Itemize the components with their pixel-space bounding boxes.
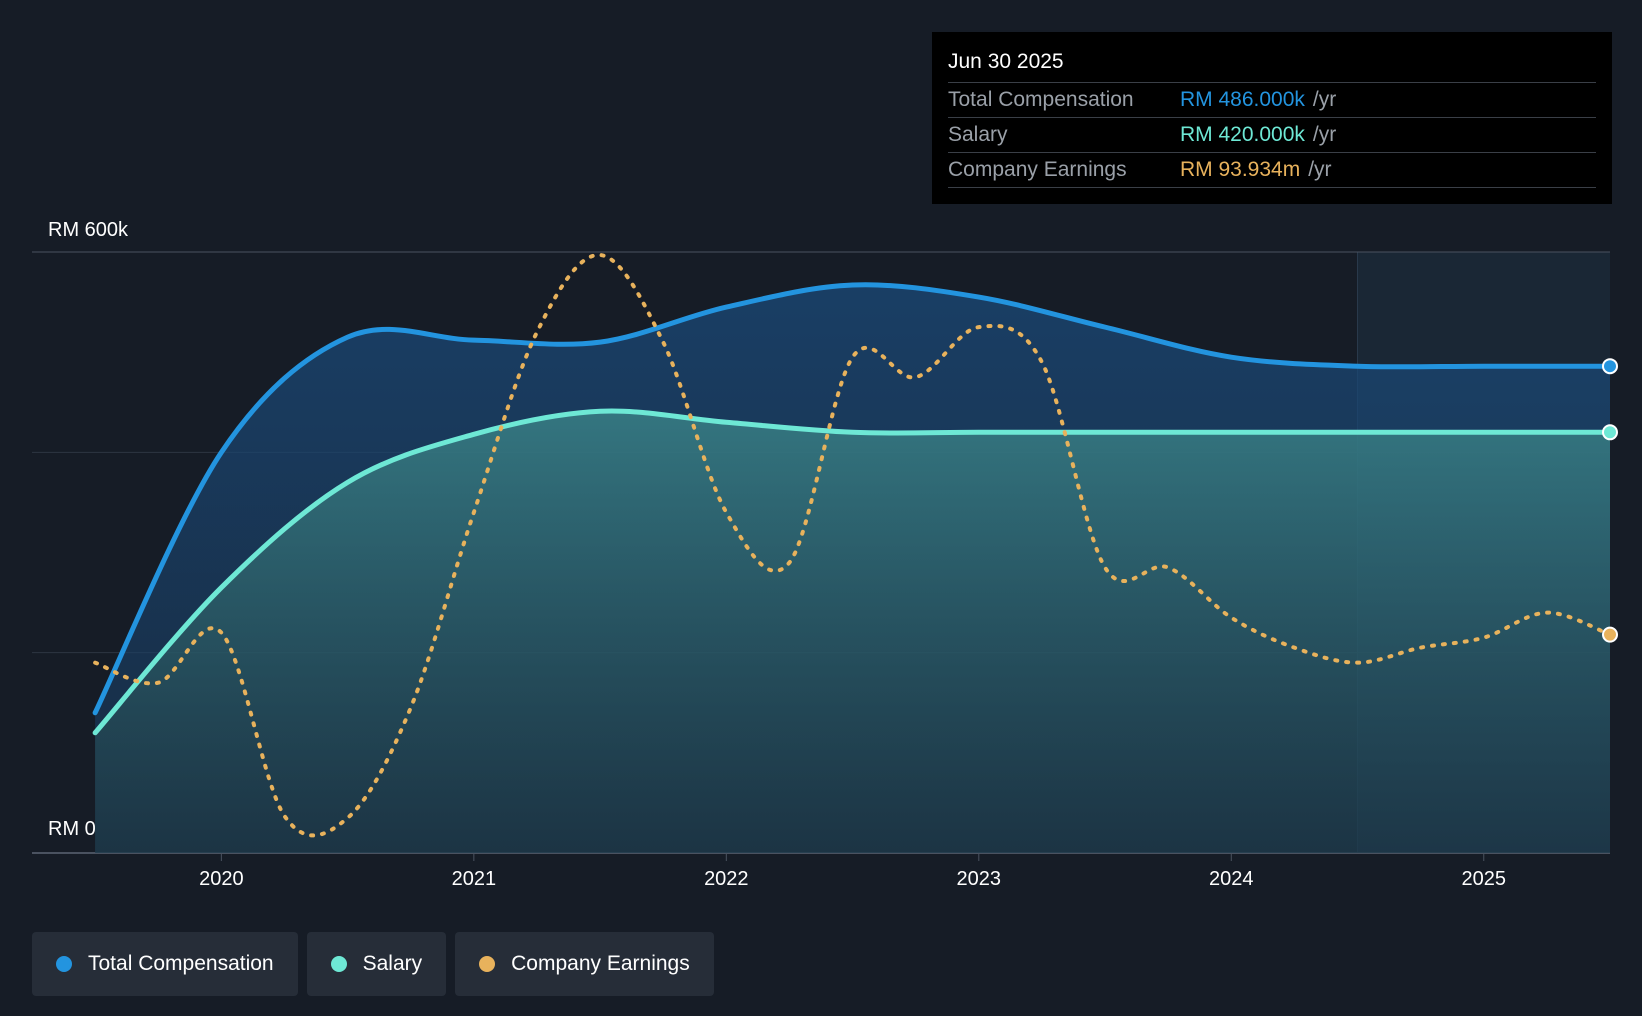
x-tick-label: 2021 <box>452 868 497 890</box>
tooltip-label: Salary <box>948 123 1008 146</box>
legend-label: Company Earnings <box>511 952 690 975</box>
legend-dot-icon <box>330 956 347 972</box>
y-axis-bottom-label: RM 0 <box>48 818 96 840</box>
tooltip-row-total-compensation: Total Compensation RM 486.000k /yr <box>948 82 1596 117</box>
tooltip-date: Jun 30 2025 <box>948 50 1064 73</box>
tooltip-label: Total Compensation <box>948 88 1134 111</box>
tooltip-unit: /yr <box>1312 88 1337 111</box>
legend-dot-icon <box>56 956 72 972</box>
tooltip-row-company-earnings: Company Earnings RM 93.934m /yr <box>948 152 1596 188</box>
x-tick-label: 2023 <box>957 868 1002 890</box>
total-compensation-line <box>92 282 1613 716</box>
tooltip: Jun 30 2025 Total Compensation RM 486.00… <box>932 32 1612 204</box>
company-earnings-end-marker <box>1602 626 1618 643</box>
legend-item-salary[interactable]: Salary <box>306 932 447 996</box>
tooltip-value: RM 486.000k <box>1180 88 1305 111</box>
tooltip-unit: /yr <box>1312 123 1337 146</box>
salary-area <box>95 410 1611 853</box>
total-compensation-end-marker <box>1602 358 1618 375</box>
salary-line <box>92 408 1613 736</box>
y-axis-top-label: RM 600k <box>48 219 129 241</box>
tooltip-unit: /yr <box>1308 158 1332 181</box>
tooltip-value: RM 93.934m <box>1180 158 1301 181</box>
x-tick-label: 2020 <box>199 868 244 890</box>
x-tick-label: 2025 <box>1462 868 1507 890</box>
legend-item-company-earnings[interactable]: Company Earnings <box>455 932 714 996</box>
x-tick-label: 2024 <box>1209 868 1254 890</box>
legend-label: Salary <box>362 952 423 975</box>
salary-end-marker <box>1602 424 1618 441</box>
tooltip-label: Company Earnings <box>948 158 1127 181</box>
legend-item-total-compensation[interactable]: Total Compensation <box>32 932 298 996</box>
legend-label: Total Compensation <box>88 952 274 975</box>
legend-dot-icon <box>479 956 496 972</box>
legend: Total Compensation Salary Company Earnin… <box>32 932 714 996</box>
tooltip-row-salary: Salary RM 420.000k /yr <box>948 117 1596 152</box>
x-tick-label: 2022 <box>704 868 749 890</box>
tooltip-value: RM 420.000k <box>1180 123 1305 146</box>
